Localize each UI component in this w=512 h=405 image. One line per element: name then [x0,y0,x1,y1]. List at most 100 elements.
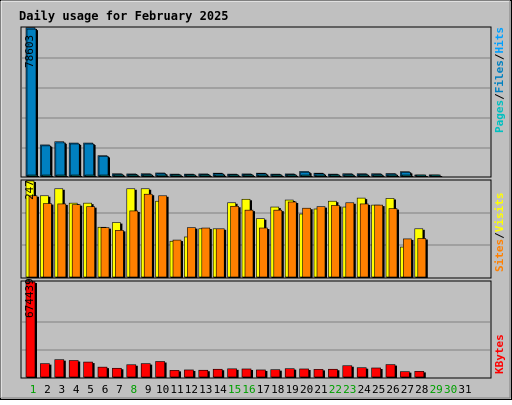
legend-sep-1: / [493,93,506,100]
bar-pages-13 [200,174,211,177]
bar-shadow-pages-11 [173,176,183,177]
legend-sep-2: / [493,53,506,60]
x-axis-labels: 1 2 3 4 5 6 7 8 9 10 11 12 13 14 15 16 17 18 19 20 21 22 23 24 2… [30,383,472,396]
bar-sites-10 [158,195,167,278]
bar-sites-6 [100,227,110,278]
x-tick-20: 20 [300,383,313,396]
bar-shadow-pages-16 [245,176,255,177]
bar-shadow-pages-25 [374,176,385,177]
bar-shadow-pages-8 [129,176,140,177]
panel-kbytes [20,280,492,379]
bar-shadow-pages-3 [57,176,68,177]
x-tick-21: 21 [314,383,327,396]
bar-sites-3 [57,203,67,278]
x-tick-3: 3 [58,383,65,396]
bar-files-6 [98,156,109,177]
bar-pages-27 [402,174,412,177]
bar-shadow-pages-15 [230,176,241,177]
x-tick-5: 5 [87,383,94,396]
bar-files-4 [69,143,80,177]
bar-kbytes-5 [83,361,93,378]
bar-pages-7 [114,174,124,177]
bar-pages-26 [387,174,398,177]
bar-sites-26 [388,208,398,278]
bar-sites-13 [201,227,211,278]
bar-pages-19 [286,174,297,177]
bar-sites-1 [28,195,38,278]
legend-visits: Visits [493,193,506,233]
bar-kbytes-6 [97,366,108,378]
x-tick-6: 6 [102,383,109,396]
bar-sites-22 [331,205,340,278]
bar-sites-17 [259,227,268,278]
ymax-label-hits: 78603 [23,35,36,68]
bar-pages-6 [99,174,110,177]
bar-kbytes-2 [40,363,50,378]
bar-shadow-pages-23 [345,176,356,177]
legend-hits: Hits [493,27,506,54]
bar-sites-28 [417,238,427,278]
bar-kbytes-24 [356,367,367,378]
bar-sites-12 [187,227,196,278]
bar-sites-27 [403,238,412,278]
bar-sites-21 [316,206,326,278]
x-tick-23: 23 [343,383,356,396]
x-tick-26: 26 [386,383,399,396]
legend-pages: Pages [493,100,506,133]
bar-shadow-pages-5 [86,176,97,177]
ymax-label-visits: 247 [23,180,36,200]
bar-pages-3 [56,174,67,177]
bar-sites-4 [71,204,81,278]
x-tick-27: 27 [401,383,414,396]
bar-shadow-pages-28 [417,176,428,177]
bar-pages-17 [258,174,268,177]
bar-shadow-pages-1 [29,176,39,177]
bar-shadow-pages-13 [201,176,212,177]
x-tick-17: 17 [257,383,270,396]
bars [25,27,443,378]
x-tick-19: 19 [286,383,299,396]
x-tick-30: 30 [444,383,457,396]
x-tick-12: 12 [185,383,198,396]
bar-files-3 [55,142,66,177]
bar-kbytes-10 [155,361,165,378]
bar-kbytes-21 [313,369,324,378]
x-tick-11: 11 [170,383,183,396]
bar-sites-18 [273,209,283,278]
bar-pages-12 [186,174,196,177]
bar-kbytes-17 [256,369,266,378]
bar-shadow-pages-29 [432,176,443,177]
bar-kbytes-3 [54,359,65,378]
bar-kbytes-4 [68,360,79,378]
bar-kbytes-11 [169,370,180,378]
bar-kbytes-27 [400,371,410,378]
bar-shadow-pages-6 [101,176,111,177]
x-tick-9: 9 [145,383,152,396]
x-tick-31: 31 [458,383,471,396]
bar-kbytes-1 [25,281,36,378]
bar-sites-25 [374,204,383,278]
bar-kbytes-18 [270,369,281,378]
bar-sites-20 [302,207,311,278]
bar-kbytes-7 [112,367,122,378]
x-tick-29: 29 [430,383,443,396]
bar-pages-16 [243,174,254,177]
bar-shadow-pages-9 [144,176,155,177]
bar-shadow-pages-22 [331,176,342,177]
x-tick-8: 8 [130,383,137,396]
bar-sites-19 [287,201,297,278]
bar-pages-29 [430,174,441,177]
bar-pages-14 [214,174,225,177]
bar-pages-18 [272,174,283,177]
bar-kbytes-28 [414,371,425,378]
x-tick-2: 2 [44,383,51,396]
legend-top: Pages/Files/Hits [493,27,506,133]
chart-title: Daily usage for February 2025 [19,9,229,23]
bar-sites-11 [172,239,182,278]
bar-pages-1 [27,174,38,177]
x-tick-14: 14 [214,383,228,396]
x-tick-4: 4 [73,383,80,396]
legend-middle: Sites/Visits [493,193,506,273]
x-tick-15: 15 [228,383,241,396]
